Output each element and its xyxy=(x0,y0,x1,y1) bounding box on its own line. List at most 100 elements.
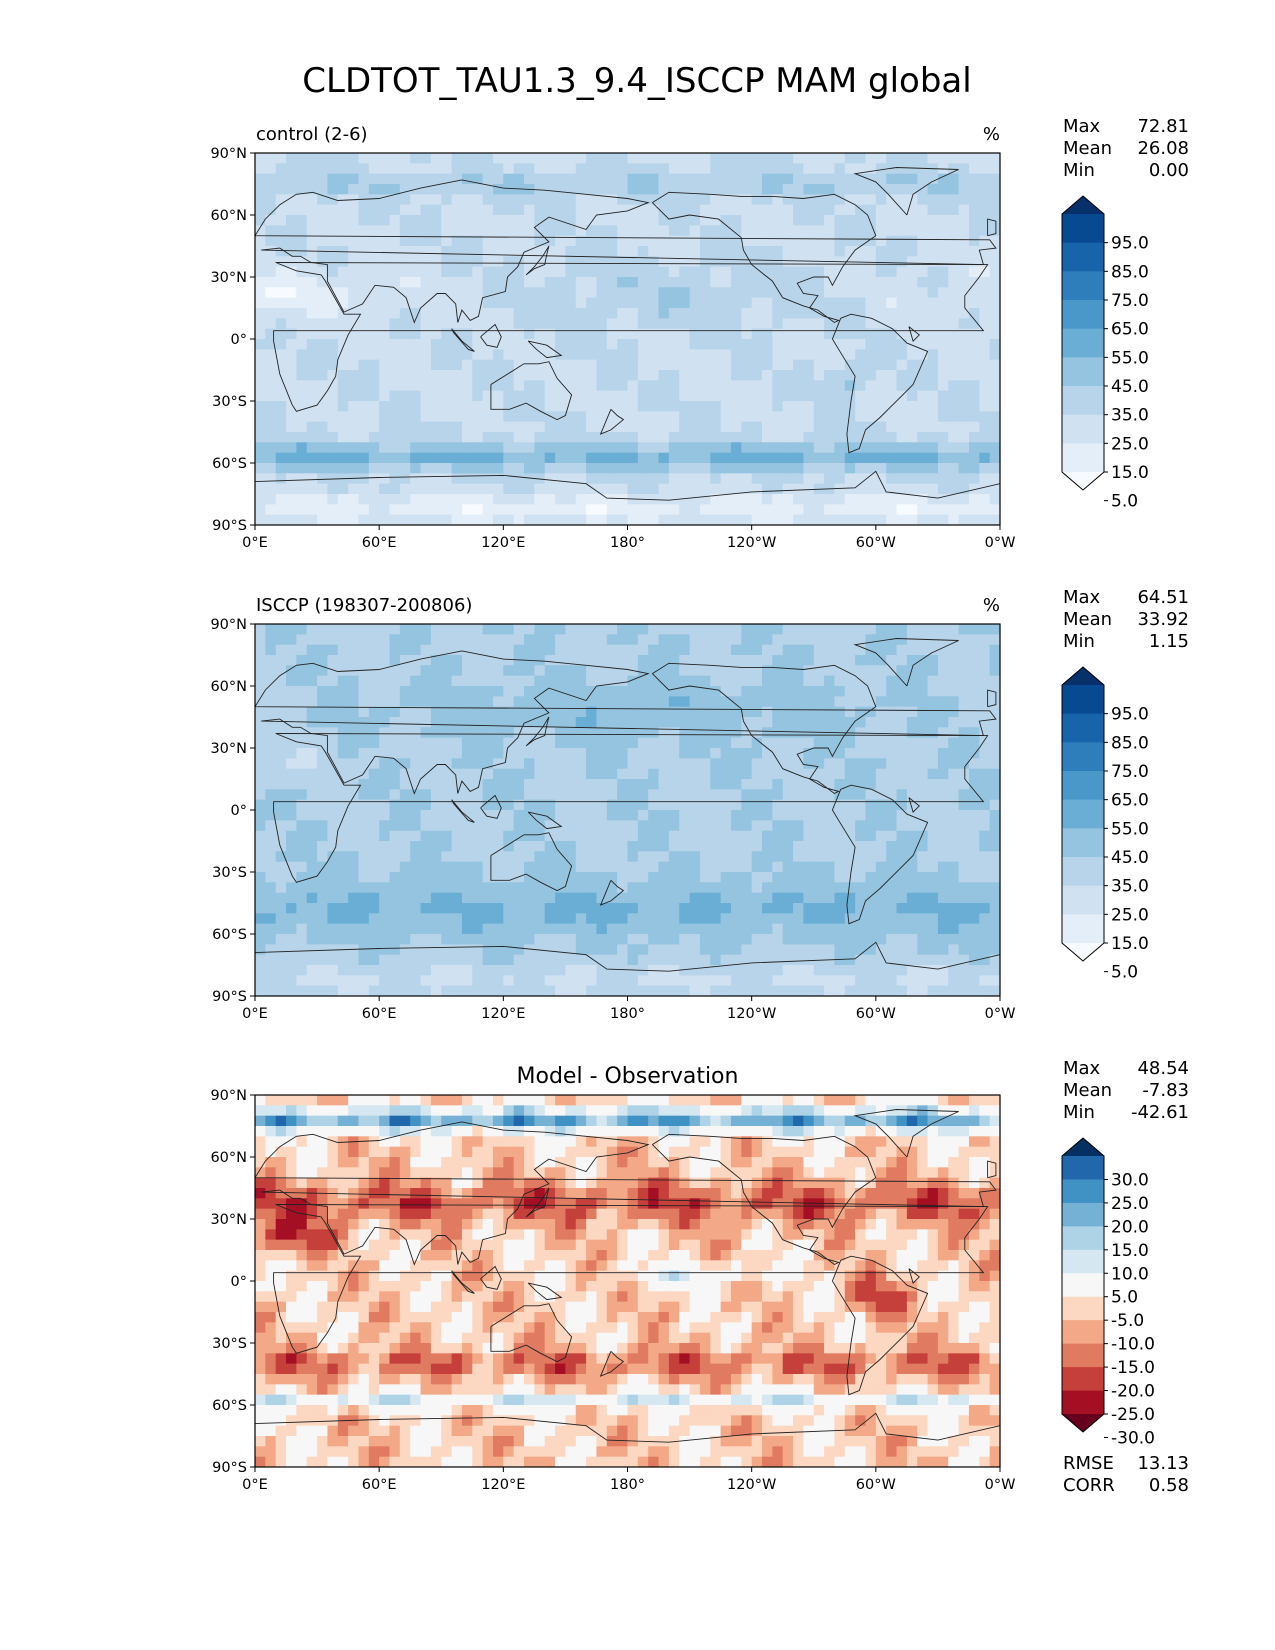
field-cell xyxy=(896,810,908,821)
field-cell xyxy=(658,163,670,175)
field-cell xyxy=(524,349,535,361)
field-cell xyxy=(441,215,453,226)
field-cell xyxy=(410,318,422,330)
field-cell xyxy=(937,266,949,278)
field-cell xyxy=(896,473,908,485)
field-cell xyxy=(648,727,660,739)
field-cell xyxy=(637,256,649,268)
field-cell xyxy=(337,401,349,412)
field-cell xyxy=(699,655,711,666)
field-cell xyxy=(255,297,266,309)
field-cell xyxy=(575,789,587,801)
field-cell xyxy=(658,442,670,454)
field-cell xyxy=(803,768,815,780)
field-cell xyxy=(296,851,308,863)
field-cell xyxy=(565,194,577,206)
field-cell xyxy=(337,215,349,226)
field-cell xyxy=(699,277,711,288)
field-cell xyxy=(296,287,308,299)
field-cell xyxy=(534,297,546,309)
field-cell xyxy=(627,686,639,697)
field-cell xyxy=(555,339,567,350)
field-cell xyxy=(461,882,473,894)
field-cell xyxy=(917,634,929,646)
field-cell xyxy=(958,903,970,914)
field-cell xyxy=(813,256,825,268)
field-cell xyxy=(410,463,422,474)
field-cell xyxy=(358,514,370,525)
field-cell xyxy=(555,277,567,288)
field-cell xyxy=(544,841,556,852)
field-cell xyxy=(762,380,773,392)
field-cell xyxy=(524,411,535,423)
field-cell xyxy=(803,634,815,646)
field-cell xyxy=(555,903,567,914)
field-cell xyxy=(906,411,918,423)
field-cell xyxy=(824,246,836,257)
field-cell xyxy=(389,872,401,883)
field-cell xyxy=(379,442,391,454)
field-cell xyxy=(637,215,649,226)
field-cell xyxy=(679,235,691,247)
field-cell xyxy=(565,225,577,237)
field-cell xyxy=(461,944,473,956)
field-cell xyxy=(389,318,401,330)
field-cell xyxy=(399,494,411,505)
field-cell xyxy=(534,913,546,925)
field-cell xyxy=(772,779,784,790)
field-cell xyxy=(658,432,670,443)
field-cell xyxy=(989,789,1000,801)
field-cell xyxy=(275,830,287,842)
field-cell xyxy=(430,339,442,350)
field-cell xyxy=(461,758,473,770)
field-cell xyxy=(337,841,349,852)
field-cell xyxy=(989,401,1000,412)
field-cell xyxy=(730,923,742,935)
field-cell xyxy=(265,872,277,883)
field-cell xyxy=(337,737,349,749)
field-cell xyxy=(513,194,525,206)
field-cell xyxy=(751,841,763,852)
field-cell xyxy=(762,266,773,278)
field-cell xyxy=(306,851,318,863)
field-cell xyxy=(855,882,867,894)
field-cell xyxy=(524,204,535,216)
field-cell xyxy=(834,204,846,216)
field-cell xyxy=(410,349,422,361)
field-cell xyxy=(286,727,297,739)
field-cell xyxy=(379,768,391,780)
field-cell xyxy=(317,370,329,381)
field-cell xyxy=(399,624,411,635)
field-cell xyxy=(430,349,442,361)
field-cell xyxy=(782,411,794,423)
field-cell xyxy=(875,153,887,164)
field-cell xyxy=(379,748,391,759)
field-cell xyxy=(803,494,815,505)
field-cell xyxy=(979,882,991,894)
field-cell xyxy=(606,758,618,770)
field-cell xyxy=(492,256,504,268)
field-cell xyxy=(803,463,815,474)
field-cell xyxy=(679,318,691,330)
field-cell xyxy=(472,779,484,790)
field-cell xyxy=(762,339,773,350)
field-cell xyxy=(410,339,422,350)
field-cell xyxy=(389,954,401,966)
field-cell xyxy=(524,380,535,392)
field-cell xyxy=(658,686,670,697)
field-cell xyxy=(637,913,649,925)
field-cell xyxy=(937,401,949,412)
field-cell xyxy=(534,624,546,635)
field-cell xyxy=(451,328,463,340)
field-cell xyxy=(575,318,587,330)
field-cell xyxy=(813,432,825,443)
field-cell xyxy=(358,308,370,319)
field-cell xyxy=(627,861,639,873)
field-cell xyxy=(399,308,411,319)
field-cell xyxy=(917,370,929,381)
field-cell xyxy=(565,748,577,759)
field-cell xyxy=(720,328,732,340)
field-cell xyxy=(482,706,494,718)
field-cell xyxy=(979,514,991,525)
field-cell xyxy=(617,349,629,361)
